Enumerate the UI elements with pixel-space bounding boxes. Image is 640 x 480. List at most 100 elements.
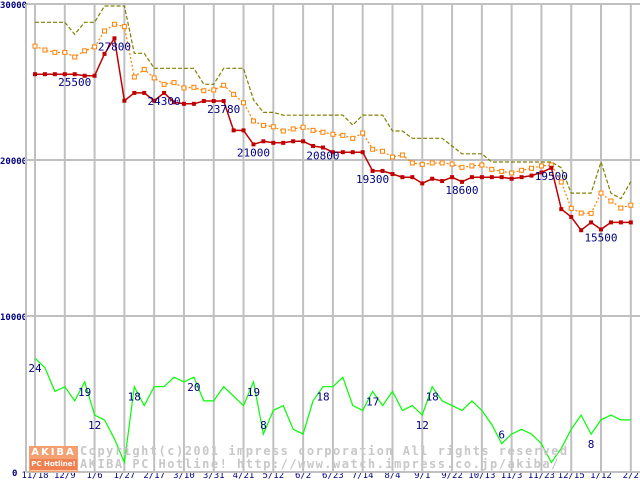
- min-price-point: [142, 90, 147, 95]
- price-data-label: 15500: [584, 231, 617, 244]
- x-tick-label: 3/10: [173, 471, 195, 480]
- shop-count-label: 24: [28, 362, 42, 375]
- avg-price-point: [62, 49, 68, 55]
- x-tick-label: 9/1: [414, 471, 430, 480]
- avg-price-point: [191, 84, 197, 90]
- min-price-point: [430, 176, 435, 181]
- copyright-watermark: Copyright(c)2001 impress corporation All…: [80, 444, 569, 458]
- avg-price-point: [201, 88, 207, 94]
- avg-price-point: [161, 81, 167, 87]
- x-tick-label: 12/15: [558, 471, 585, 480]
- avg-price-point: [618, 205, 624, 211]
- min-price-point: [509, 176, 514, 181]
- min-price-point: [281, 140, 286, 145]
- shop-count-label: 18: [316, 391, 329, 404]
- shop-count-label: 17: [366, 395, 379, 408]
- x-tick-label: 7/14: [352, 471, 374, 480]
- min-price-point: [72, 72, 77, 77]
- min-price-point: [569, 214, 574, 219]
- min-price-point: [459, 179, 464, 184]
- y-tick-label: 10000: [0, 313, 27, 323]
- min-price-point: [400, 175, 405, 180]
- x-tick-label: 11/18: [21, 471, 48, 480]
- avg-price-point: [310, 127, 316, 133]
- min-price-point: [301, 139, 306, 144]
- min-price-point: [370, 168, 375, 173]
- avg-price-point: [111, 21, 117, 27]
- min-price-point: [589, 220, 594, 225]
- x-tick-label: 5/12: [262, 471, 284, 480]
- shop-count-label: 18: [426, 391, 439, 404]
- avg-price-point: [171, 80, 177, 86]
- x-tick-label: 1/12: [590, 471, 612, 480]
- price-data-label: 19500: [535, 170, 568, 183]
- min-price-point: [529, 173, 534, 178]
- avg-price-point: [102, 28, 108, 34]
- min-price-point: [241, 128, 246, 133]
- min-price-point: [42, 72, 47, 77]
- avg-price-point: [519, 167, 525, 173]
- avg-price-point: [429, 160, 435, 166]
- min-price-point: [390, 172, 395, 177]
- avg-price-point: [32, 43, 38, 49]
- avg-price-point: [509, 170, 515, 176]
- min-price-point: [499, 175, 504, 180]
- x-tick-label: 1/27: [114, 471, 136, 480]
- min-price-point: [231, 128, 236, 133]
- avg-price-point: [92, 44, 98, 50]
- x-tick-label: 6/2: [295, 471, 311, 480]
- akiba-logo: AKIBA PC Hotline!: [29, 446, 78, 472]
- shop-count-label: 12: [88, 419, 101, 432]
- x-tick-label: 12/9: [54, 471, 76, 480]
- avg-price-point: [72, 54, 78, 60]
- price-data-label: 27800: [98, 40, 131, 53]
- avg-price-point: [588, 210, 594, 216]
- min-price-point: [380, 168, 385, 173]
- avg-price-point: [231, 91, 237, 97]
- price-data-label: 23780: [207, 103, 240, 116]
- min-price-point: [221, 99, 226, 104]
- avg-price-point: [499, 168, 505, 174]
- min-price-point: [599, 227, 604, 232]
- avg-price-point: [320, 129, 326, 135]
- avg-price-point: [350, 135, 356, 141]
- min-price-point: [489, 175, 494, 180]
- min-price-point: [191, 101, 196, 106]
- x-tick-label: 9/22: [441, 471, 463, 480]
- avg-price-point: [538, 163, 544, 169]
- avg-price-point: [628, 202, 634, 208]
- y-tick-label: 20000: [0, 157, 27, 167]
- avg-price-point: [399, 152, 405, 158]
- min-price-point: [132, 90, 137, 95]
- avg-price-point: [290, 126, 296, 132]
- avg-price-point: [608, 198, 614, 204]
- avg-price-point: [82, 48, 88, 54]
- avg-price-point: [479, 162, 485, 168]
- avg-price-point: [260, 122, 266, 128]
- avg-price-point: [469, 163, 475, 169]
- avg-price-point: [489, 166, 495, 172]
- x-tick-label: 2/17: [143, 471, 165, 480]
- avg-price-point: [330, 131, 336, 137]
- price-data-label: 20800: [306, 150, 339, 163]
- avg-price-point: [439, 160, 445, 166]
- avg-price-point: [300, 124, 306, 130]
- min-price-point: [271, 140, 276, 145]
- series-max-line: [35, 5, 632, 200]
- x-tick-label: 11/3: [501, 471, 523, 480]
- min-price-point: [410, 175, 415, 180]
- min-price-point: [82, 73, 87, 78]
- min-price-point: [102, 51, 107, 56]
- min-price-point: [112, 36, 117, 41]
- min-price-point: [440, 179, 445, 184]
- avg-price-point: [181, 85, 187, 91]
- avg-price-point: [419, 161, 425, 167]
- min-price-point: [320, 145, 325, 150]
- shop-count-label: 8: [260, 419, 267, 432]
- avg-price-point: [221, 82, 227, 88]
- shop-count-label: 19: [247, 386, 260, 399]
- avg-price-point: [270, 124, 276, 130]
- avg-price-point: [42, 47, 48, 53]
- min-price-point: [618, 220, 623, 225]
